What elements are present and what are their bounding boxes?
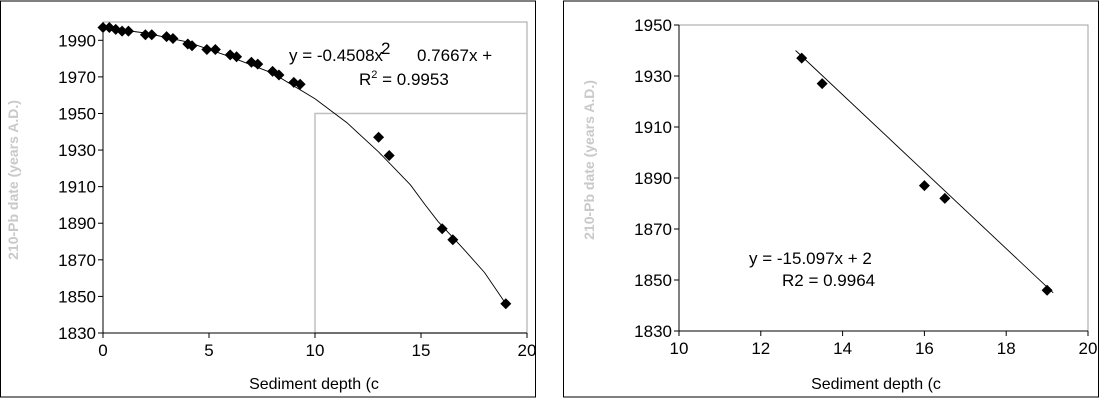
data-point <box>436 223 448 235</box>
right-chart: 1830 1850 1870 1890 1910 1930 1950 10 12 14 16 18 2… <box>581 16 1097 393</box>
data-point <box>186 40 198 52</box>
data-point <box>201 43 213 55</box>
y-tick-label: 1990 <box>58 31 96 50</box>
data-point <box>116 25 128 37</box>
y-tick-label: 1850 <box>634 271 672 290</box>
right-x-axis: 10 12 14 16 18 20 <box>670 330 1098 358</box>
y-tick-label: 1950 <box>58 104 96 123</box>
right-plot-area <box>678 24 1089 332</box>
y-tick-label: 1970 <box>58 68 96 87</box>
x-tick-label: 16 <box>915 339 934 358</box>
data-point <box>383 150 395 162</box>
right-x-axis-label: Sediment depth (c <box>811 376 941 393</box>
x-tick-label: 12 <box>751 339 770 358</box>
data-point <box>139 29 151 41</box>
right-data-points <box>796 52 1053 296</box>
right-y-axis: 1830 1850 1870 1890 1910 1930 1950 <box>634 16 680 341</box>
y-tick-label: 1910 <box>58 178 96 197</box>
left-y-axis-label: 210-Pb date (years A.D.) <box>5 100 21 260</box>
y-tick-label: 1930 <box>634 67 672 86</box>
data-point <box>918 180 930 192</box>
data-point <box>209 43 221 55</box>
y-tick-label: 1930 <box>58 141 96 160</box>
x-tick-label: 5 <box>204 341 213 360</box>
data-point <box>122 25 134 37</box>
data-point <box>294 78 306 90</box>
left-chart: 1830 1850 1870 1890 1910 1930 1950 1970 1990 0 5 1… <box>5 21 537 393</box>
y-tick-label: 1910 <box>634 118 672 137</box>
y-tick-label: 1830 <box>58 324 96 343</box>
x-tick-label: 15 <box>412 341 431 360</box>
data-point <box>447 234 459 246</box>
y-tick-label: 1870 <box>58 251 96 270</box>
x-tick-label: 0 <box>98 341 107 360</box>
x-tick-label: 10 <box>670 339 689 358</box>
data-point <box>1041 284 1053 296</box>
data-point <box>252 58 264 70</box>
left-highlight-box <box>314 112 528 334</box>
y-tick-label: 1830 <box>634 322 672 341</box>
left-panel-frame <box>0 0 536 398</box>
left-trendline <box>102 27 507 304</box>
y-tick-label: 1870 <box>634 220 672 239</box>
x-tick-label: 10 <box>306 341 325 360</box>
data-point <box>167 32 179 44</box>
left-equation-overlap: 0.7667x + <box>417 46 492 65</box>
left-x-axis-label: Sediment depth (c <box>249 376 379 393</box>
left-x-axis: 0 5 10 15 20 <box>98 332 537 360</box>
right-y-axis-label: 210-Pb date (years A.D.) <box>581 80 597 240</box>
x-tick-label: 18 <box>997 339 1016 358</box>
left-data-points <box>97 21 512 310</box>
data-point <box>796 52 808 64</box>
data-point <box>231 51 243 63</box>
right-r2: R2 = 0.9964 <box>782 271 875 290</box>
y-tick-label: 1850 <box>58 287 96 306</box>
left-r2: R2 = 0.9953 <box>359 69 449 89</box>
left-equation: y = -0.4508x <box>289 46 384 65</box>
data-point <box>146 29 158 41</box>
data-point <box>500 298 512 310</box>
y-tick-label: 1890 <box>634 169 672 188</box>
data-point <box>939 192 951 204</box>
left-y-axis: 1830 1850 1870 1890 1910 1930 1950 1970 1990 <box>58 22 104 343</box>
y-tick-label: 1950 <box>634 16 672 35</box>
right-equation: y = -15.097x + 2 <box>749 249 872 268</box>
x-tick-label: 20 <box>518 341 537 360</box>
data-point <box>373 131 385 143</box>
data-point <box>816 78 828 90</box>
data-point <box>273 69 285 81</box>
x-tick-label: 14 <box>833 339 852 358</box>
data-point <box>97 21 109 33</box>
y-tick-label: 1890 <box>58 214 96 233</box>
left-equation-superscript: 2 <box>381 39 390 58</box>
x-tick-label: 20 <box>1079 339 1098 358</box>
right-trendline <box>795 50 1054 294</box>
